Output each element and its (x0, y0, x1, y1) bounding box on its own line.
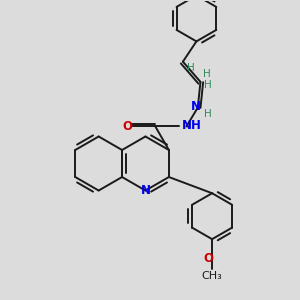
Text: O: O (122, 120, 132, 133)
Text: O: O (203, 252, 213, 265)
Text: CH₃: CH₃ (202, 271, 223, 281)
Text: N: N (140, 184, 151, 197)
Text: H: H (187, 63, 194, 74)
Text: H: H (202, 69, 210, 79)
Text: N: N (190, 100, 201, 113)
Text: H: H (204, 80, 212, 90)
Text: H: H (204, 109, 212, 118)
Text: NH: NH (182, 118, 202, 132)
